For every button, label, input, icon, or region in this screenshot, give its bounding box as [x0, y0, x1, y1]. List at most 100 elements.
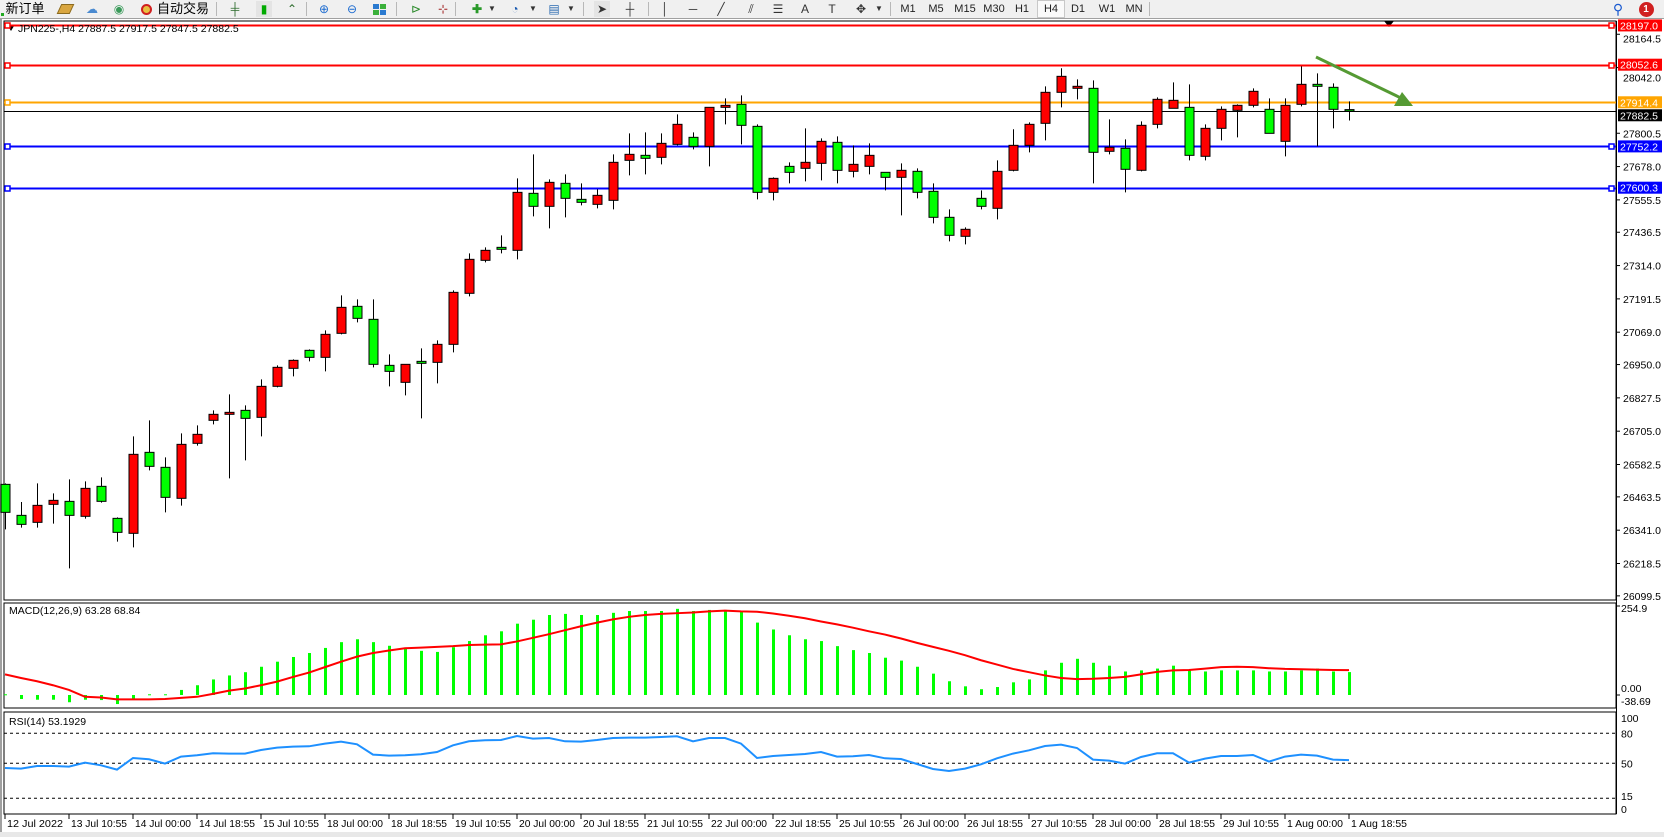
vertical-line-icon[interactable]: │: [661, 2, 669, 16]
candle-body-bear: [1264, 108, 1275, 134]
candle: [576, 183, 587, 206]
time-label: 13 Jul 10:55: [71, 818, 127, 830]
candle-body-bear: [880, 171, 891, 178]
chart-window[interactable]: 28164.5 28042.0 27800.5 27678.0 27555.5 27436…: [0, 19, 1664, 837]
candle-body-bull: [480, 249, 491, 261]
candle-body-bull: [1200, 127, 1211, 157]
line-handle-icon[interactable]: [1608, 22, 1615, 29]
candle: [1280, 98, 1291, 157]
crosshair-icon[interactable]: ┼: [625, 2, 635, 16]
candle-body-bull: [1280, 104, 1291, 142]
chevron-down-icon[interactable]: ▼: [529, 4, 537, 13]
line-handle-icon[interactable]: [4, 62, 11, 69]
macd-histogram-bar: [260, 666, 263, 695]
candle-body-bear: [736, 103, 747, 126]
candle-body-bull: [992, 170, 1003, 209]
cloud-icon[interactable]: ☁: [86, 2, 98, 16]
zoom-out-icon[interactable]: ⊖: [346, 2, 358, 16]
timeframe-h1-button[interactable]: H1: [1014, 3, 1030, 15]
notifications-button[interactable]: 1: [1636, 1, 1656, 17]
timeframe-d1-button[interactable]: D1: [1070, 3, 1086, 15]
bar-chart-icon[interactable]: ╪: [230, 2, 240, 16]
macd-histogram-bar: [1156, 668, 1159, 695]
candle-body-bear: [688, 136, 699, 147]
candle: [880, 171, 891, 191]
time-label: 25 Jul 10:55: [839, 818, 895, 830]
time-label: 1 Aug 18:55: [1351, 818, 1407, 830]
timeframe-m15-button[interactable]: M15: [954, 3, 976, 15]
periods-clock-icon[interactable]: ◔: [511, 2, 519, 16]
line-handle-icon[interactable]: [1608, 62, 1615, 69]
time-label: 22 Jul 18:55: [775, 818, 831, 830]
arrows-icon[interactable]: ✥: [855, 2, 867, 16]
templates-icon[interactable]: ▤: [548, 2, 560, 16]
timeframe-h4-button[interactable]: H4: [1037, 0, 1065, 18]
candle-body-bear: [928, 190, 939, 218]
chevron-down-icon[interactable]: ▼: [875, 4, 883, 13]
timeframe-m30-button[interactable]: M30: [983, 3, 1005, 15]
line-chart-icon[interactable]: ⌃: [286, 2, 298, 16]
line-handle-icon[interactable]: [1608, 143, 1615, 150]
price-label-background: [1618, 181, 1662, 194]
candle: [32, 483, 43, 528]
market-watch-icon[interactable]: [56, 1, 74, 17]
macd-histogram-bar: [52, 695, 55, 700]
candle: [1040, 86, 1051, 141]
timeframe-w1-button[interactable]: W1: [1098, 3, 1116, 15]
fibonacci-icon[interactable]: ☰: [772, 2, 784, 16]
macd-histogram-bar: [388, 645, 391, 695]
candle: [336, 295, 347, 335]
auto-scroll-icon[interactable]: ⊹: [437, 2, 449, 16]
line-handle-icon[interactable]: [4, 143, 11, 150]
candle-body-bull: [336, 306, 347, 334]
arrow-head-icon[interactable]: [1394, 92, 1413, 106]
candle: [832, 136, 843, 184]
price-tick-label: 26827.5: [1623, 393, 1661, 405]
macd-histogram-bar: [244, 672, 247, 695]
tile-windows-icon[interactable]: [371, 1, 387, 17]
candle-body-bear: [1120, 147, 1131, 170]
auto-trading-icon[interactable]: [138, 1, 154, 17]
candle-body-bear: [576, 198, 587, 203]
candle-body-bear: [96, 485, 107, 502]
zoom-in-icon[interactable]: ⊕: [318, 2, 330, 16]
macd-histogram-bar: [1108, 665, 1111, 695]
candle: [368, 299, 379, 368]
channel-icon[interactable]: ⫽: [748, 2, 754, 16]
arrow-shaft[interactable]: [1315, 55, 1404, 101]
time-label: 15 Jul 10:55: [263, 818, 319, 830]
candle-body-bear: [752, 125, 763, 193]
chart-shift-marker-icon[interactable]: [1384, 21, 1394, 27]
indicators-icon[interactable]: ✚: [471, 2, 483, 16]
time-label: 21 Jul 10:55: [647, 818, 703, 830]
timeframe-m5-button[interactable]: M5: [928, 3, 944, 15]
macd-histogram-bar: [1348, 672, 1351, 695]
horizontal-line-icon[interactable]: ─: [688, 2, 698, 16]
chevron-down-icon[interactable]: ▼: [488, 4, 496, 13]
chart-shift-icon[interactable]: ⊳: [410, 2, 422, 16]
signal-icon[interactable]: ◉: [113, 2, 125, 16]
candle-body-bull: [320, 333, 331, 358]
line-handle-icon[interactable]: [1608, 185, 1615, 192]
line-handle-icon[interactable]: [4, 185, 11, 192]
timeframe-mn-button[interactable]: MN: [1125, 3, 1143, 15]
cursor-icon[interactable]: ➤: [594, 1, 610, 17]
candle-body-bull: [1136, 124, 1147, 171]
auto-trading-button[interactable]: 自动交易: [157, 1, 210, 16]
chevron-down-icon[interactable]: ▼: [567, 4, 575, 13]
candle-body-bear: [912, 170, 923, 193]
new-order-button[interactable]: 新订单: [5, 1, 45, 16]
line-handle-icon[interactable]: [4, 99, 11, 106]
timeframe-m1-button[interactable]: M1: [900, 3, 916, 15]
candle-body-bull: [1008, 144, 1019, 171]
text-icon[interactable]: A: [800, 2, 809, 16]
search-icon[interactable]: ⚲: [1612, 1, 1624, 17]
candlestick-chart-icon[interactable]: ▮: [256, 1, 272, 17]
rsi-axis-label: 80: [1621, 728, 1633, 740]
line-handle-icon[interactable]: [4, 22, 11, 29]
trendline-icon[interactable]: ╱: [717, 2, 725, 16]
price-tick-label: 28042.0: [1623, 73, 1661, 85]
text-label-icon[interactable]: T: [828, 2, 836, 16]
macd-histogram-bar: [756, 622, 759, 695]
macd-histogram-bar: [628, 611, 631, 695]
